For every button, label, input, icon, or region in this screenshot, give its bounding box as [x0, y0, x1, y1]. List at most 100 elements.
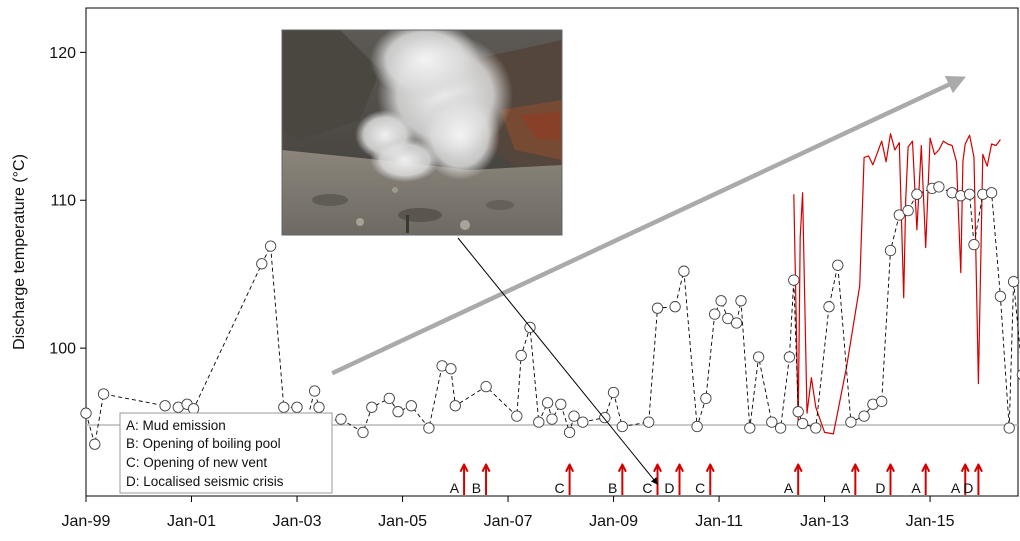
legend-entry-d: D: Localised seismic crisis — [126, 474, 284, 489]
data-point — [546, 413, 558, 425]
data-point — [366, 401, 378, 413]
data-point — [577, 416, 589, 428]
y-tick-label: 120 — [49, 45, 76, 62]
event-label: B — [608, 480, 617, 496]
data-point — [555, 398, 567, 410]
event-label: C — [642, 480, 652, 496]
data-point — [752, 351, 765, 363]
legend-entry-b: B: Opening of boiling pool — [126, 436, 281, 451]
data-point — [1016, 369, 1020, 380]
data-point — [97, 388, 110, 400]
data-point — [607, 386, 620, 399]
x-tick-label: Jan-13 — [800, 513, 849, 530]
y-axis-title: Discharge temperature (°C) — [11, 154, 28, 350]
y-tick-label: 100 — [49, 341, 76, 358]
data-point — [643, 416, 655, 428]
data-point — [568, 410, 580, 422]
event-label: C — [695, 480, 705, 496]
data-point — [313, 401, 325, 413]
data-point — [963, 188, 976, 200]
data-point — [159, 400, 171, 412]
data-point — [730, 317, 743, 329]
event-label: A — [911, 480, 921, 496]
legend-entry-a: A: Mud emission — [126, 418, 226, 433]
photo-pointer-arrow — [457, 237, 658, 485]
photo-frame — [281, 29, 563, 236]
event-label: A — [951, 480, 961, 496]
data-point — [985, 187, 998, 199]
data-point — [845, 416, 857, 428]
data-point — [858, 410, 870, 422]
data-point — [832, 259, 844, 271]
data-point — [264, 240, 277, 252]
x-tick-label: Jan-03 — [273, 513, 322, 530]
y-tick-label: 110 — [50, 193, 76, 210]
data-point — [766, 416, 778, 428]
event-label: A — [450, 480, 460, 496]
photo-pointer-layer — [457, 237, 658, 485]
data-point — [291, 401, 303, 413]
event-label: D — [963, 480, 973, 496]
x-tick-label: Jan-15 — [906, 513, 955, 530]
data-point — [533, 416, 545, 428]
data-point — [669, 301, 681, 313]
x-tick-label: Jan-99 — [62, 513, 111, 530]
data-point — [515, 349, 527, 362]
event-label: B — [472, 480, 481, 496]
data-point — [89, 438, 101, 450]
data-point — [691, 420, 703, 433]
legend-box — [119, 412, 333, 494]
data-point — [876, 395, 888, 408]
continuous-series-layer — [793, 133, 1001, 435]
data-point — [308, 385, 321, 397]
data-point — [651, 302, 664, 314]
data-point — [405, 400, 417, 412]
data-point — [902, 204, 914, 217]
data-point — [599, 411, 611, 424]
data-point — [256, 258, 268, 270]
data-point — [278, 401, 290, 413]
data-point — [1007, 275, 1020, 288]
event-label: D — [875, 480, 885, 496]
legend: A: Mud emission B: Opening of boiling po… — [119, 412, 333, 494]
event-label: D — [664, 480, 674, 496]
data-point — [187, 403, 200, 415]
x-tick-label: Jan-11 — [695, 513, 743, 530]
data-point — [933, 181, 945, 193]
trend-layer — [331, 76, 966, 376]
data-point — [423, 422, 435, 434]
continuous-series-line — [793, 133, 1001, 435]
data-point — [792, 406, 804, 418]
legend-entry-c: C: Opening of new vent — [126, 455, 267, 470]
data-point — [968, 238, 980, 251]
data-point — [994, 290, 1007, 303]
x-tick-label: Jan-09 — [589, 513, 638, 530]
event-label: A — [841, 480, 851, 496]
data-point — [383, 392, 395, 405]
trend-arrow — [331, 76, 966, 376]
data-point — [783, 351, 796, 363]
data-point — [788, 274, 800, 286]
data-point — [335, 413, 347, 425]
data-point — [700, 392, 712, 405]
steaming-fumarole-photo — [282, 30, 562, 235]
data-point — [392, 406, 404, 418]
data-point — [709, 308, 721, 320]
event-label: C — [554, 480, 564, 496]
data-point — [511, 410, 523, 422]
data-point — [449, 400, 461, 412]
data-point — [563, 426, 576, 439]
axes-layer: 100 110 120 Jan-99 Jan-01 Jan-03 Jan-05 Jan-07 J… — [11, 45, 955, 530]
data-point — [616, 420, 628, 433]
data-point — [678, 265, 690, 277]
data-point — [80, 407, 92, 419]
discrete-points-layer — [80, 181, 1020, 450]
x-tick-label: Jan-05 — [378, 513, 427, 530]
data-point — [445, 363, 457, 375]
x-tick-label: Jan-01 — [167, 513, 216, 530]
data-point — [357, 426, 369, 439]
data-point — [884, 244, 897, 257]
data-point — [722, 312, 734, 325]
